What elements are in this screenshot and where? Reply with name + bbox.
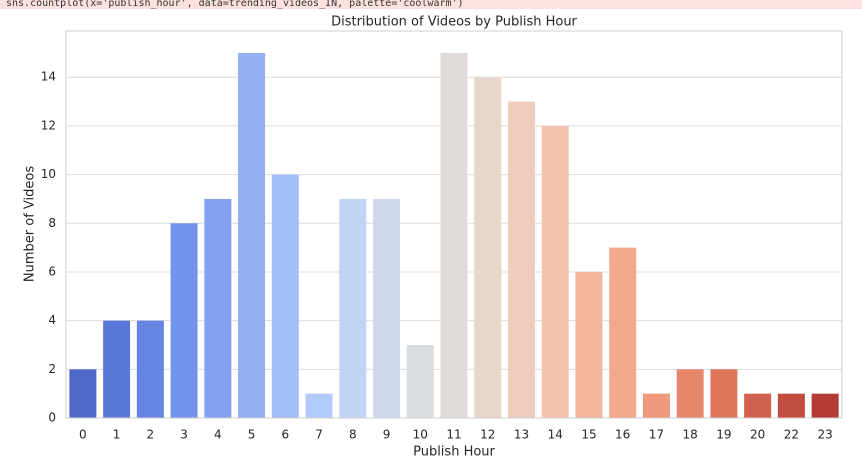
x-tick-label: 6	[281, 428, 289, 442]
x-tick-label: 8	[349, 428, 357, 442]
x-tick-label: 0	[79, 428, 87, 442]
x-tick-label: 1	[113, 428, 121, 442]
x-tick-label: 12	[480, 428, 495, 442]
x-tick-label: 19	[716, 428, 731, 442]
code-band	[0, 0, 862, 9]
bar	[440, 52, 468, 418]
bar	[305, 393, 333, 418]
bar	[541, 125, 569, 418]
code-line: sns.countplot(x='publish_hour', data=tre…	[6, 0, 464, 9]
bar	[170, 223, 198, 418]
y-tick-label: 0	[48, 411, 56, 425]
bar	[575, 271, 603, 418]
x-tick-label: 5	[248, 428, 256, 442]
x-tick-label: 2	[147, 428, 155, 442]
bar	[811, 393, 839, 418]
bar	[103, 320, 131, 418]
y-axis-label: Number of Videos	[23, 166, 38, 282]
x-tick-label: 20	[750, 428, 765, 442]
bar	[676, 369, 704, 418]
x-tick-label: 7	[315, 428, 323, 442]
y-tick-label: 12	[41, 118, 56, 132]
x-tick-label: 14	[548, 428, 563, 442]
plot-frame	[65, 30, 843, 419]
x-tick-label: 3	[180, 428, 188, 442]
x-tick-label: 23	[817, 428, 832, 442]
bar	[406, 344, 434, 418]
bar	[136, 320, 164, 418]
x-tick-label: 10	[413, 428, 428, 442]
bar	[710, 369, 738, 418]
bar	[507, 101, 535, 419]
bar	[69, 369, 97, 418]
x-tick-label: 13	[514, 428, 529, 442]
x-tick-label: 4	[214, 428, 222, 442]
x-tick-label: 15	[581, 428, 596, 442]
x-axis-label: Publish Hour	[413, 445, 495, 460]
x-tick-label: 22	[784, 428, 799, 442]
bar	[238, 52, 266, 418]
bar	[777, 393, 805, 418]
bar	[474, 77, 502, 418]
y-tick-label: 6	[48, 264, 56, 278]
y-tick-label: 14	[41, 70, 56, 84]
x-tick-label: 18	[683, 428, 698, 442]
y-tick-label: 4	[48, 313, 56, 327]
x-tick-label: 17	[649, 428, 664, 442]
bar	[204, 198, 232, 418]
bar	[339, 198, 367, 418]
bar	[609, 247, 637, 418]
x-tick-label: 16	[615, 428, 630, 442]
bar	[271, 174, 299, 418]
x-tick-label: 9	[383, 428, 391, 442]
x-tick-label: 11	[446, 428, 461, 442]
bar	[642, 393, 670, 418]
bar	[373, 198, 401, 418]
y-tick-label: 8	[48, 216, 56, 230]
chart-title: Distribution of Videos by Publish Hour	[331, 15, 577, 30]
bar	[744, 393, 772, 418]
y-tick-label: 10	[41, 167, 56, 181]
y-tick-label: 2	[48, 362, 56, 376]
